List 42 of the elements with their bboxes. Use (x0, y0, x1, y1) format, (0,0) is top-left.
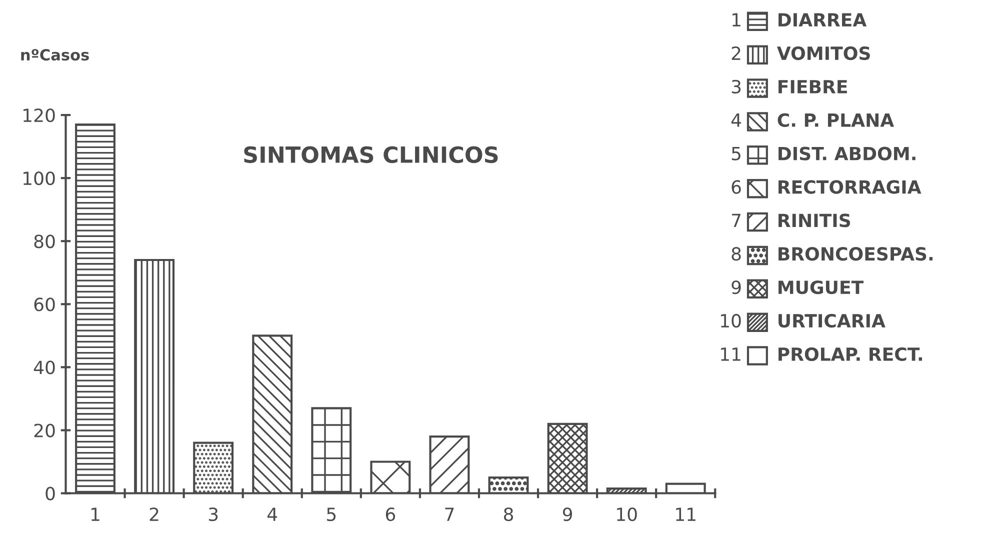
legend-label: FIEBRE (778, 80, 847, 94)
y-tick-label: 20 (34, 424, 55, 438)
legend-label: URTICARIA (778, 314, 886, 328)
category-label: 2 (732, 46, 740, 60)
category-label: 6 (732, 180, 741, 194)
legend-label: RECTORRAGIA (778, 180, 922, 194)
x-tick-label: 6 (386, 507, 396, 522)
category-label: 3 (732, 80, 741, 94)
category-label: 9 (732, 280, 741, 294)
legend-label: RINITIS (778, 214, 850, 228)
x-tick-label: 5 (327, 508, 336, 522)
text: SINTOMAS CLINICOS (244, 146, 498, 164)
category-label: 4 (731, 114, 742, 127)
x-tick-label: 2 (150, 507, 158, 521)
y-axis-title: nºCasos (21, 49, 89, 61)
legend-label: VOMITOS (776, 46, 870, 60)
category-label: 8 (732, 247, 741, 261)
y-tick-label: 120 (24, 108, 55, 122)
y-tick-label: 80 (34, 234, 55, 248)
legend-label: C. P. PLANA (778, 113, 894, 127)
legend-label: BRONCOESPAS. (778, 247, 933, 261)
y-tick-label: 40 (34, 360, 55, 374)
x-tick-label: 9 (562, 507, 572, 522)
category-label: 5 (732, 146, 740, 160)
x-tick-label: 10 (617, 507, 637, 522)
legend-label: MUGUET (778, 280, 864, 294)
y-tick-label: 100 (24, 172, 55, 186)
category-label: 11 (721, 348, 740, 361)
legend-label: DIARREA (778, 13, 867, 26)
x-tick-label: 1 (91, 508, 100, 521)
x-tick-label: 3 (208, 507, 218, 522)
category-label: 7 (732, 214, 740, 228)
category-label: 1 (732, 13, 740, 26)
category-label: 10 (721, 314, 741, 328)
x-tick-label: 7 (445, 508, 454, 521)
x-tick-label: 11 (676, 508, 696, 521)
legend-label: PROLAP. RECT. (778, 347, 922, 362)
x-tick-label: 8 (504, 507, 514, 522)
y-tick-label: 60 (34, 298, 55, 312)
legend-label: DIST. ABDOM. (778, 146, 916, 160)
x-tick-label: 4 (268, 508, 278, 521)
y-tick-label: 0 (46, 486, 55, 500)
